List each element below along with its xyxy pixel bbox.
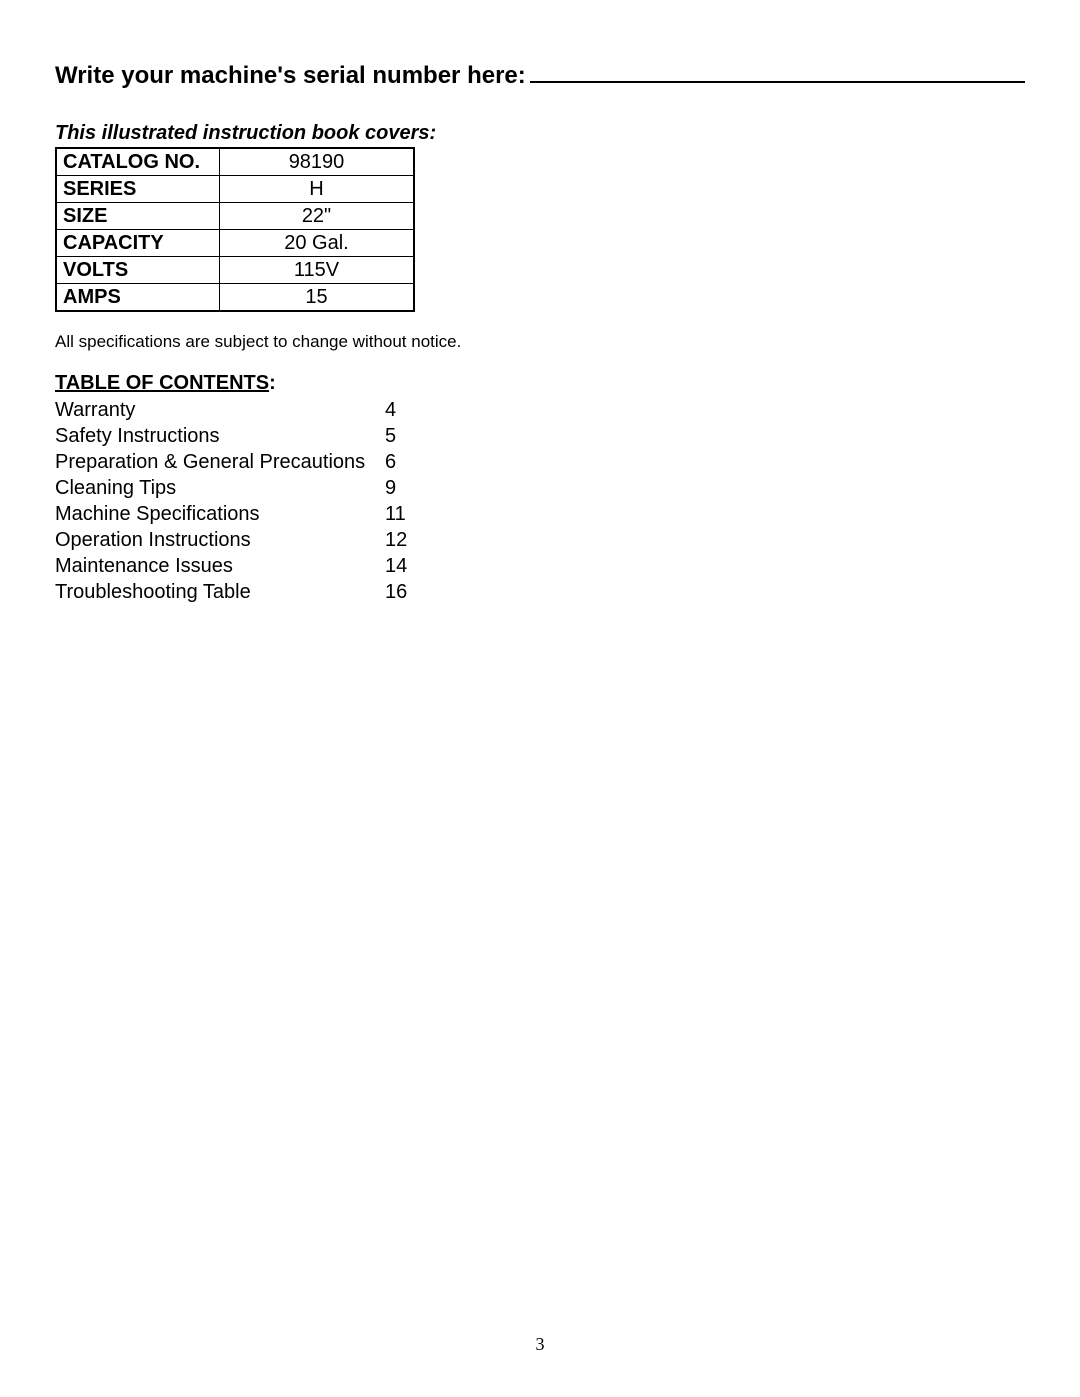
toc-item-page: 11 bbox=[385, 501, 435, 527]
spec-label: VOLTS bbox=[56, 257, 220, 284]
spec-label: CAPACITY bbox=[56, 230, 220, 257]
toc-item-title: Operation Instructions bbox=[55, 527, 385, 553]
toc-item: Safety Instructions 5 bbox=[55, 423, 435, 449]
spec-value: H bbox=[220, 176, 415, 203]
spec-label: SIZE bbox=[56, 203, 220, 230]
table-row: CATALOG NO. 98190 bbox=[56, 148, 414, 176]
table-of-contents: Warranty 4 Safety Instructions 5 Prepara… bbox=[55, 397, 1025, 605]
toc-item-title: Cleaning Tips bbox=[55, 475, 385, 501]
toc-item-title: Safety Instructions bbox=[55, 423, 385, 449]
toc-item: Cleaning Tips 9 bbox=[55, 475, 435, 501]
spec-label: CATALOG NO. bbox=[56, 148, 220, 176]
toc-item-page: 6 bbox=[385, 449, 435, 475]
toc-item-page: 4 bbox=[385, 397, 435, 423]
specifications-notice: All specifications are subject to change… bbox=[55, 332, 1025, 352]
toc-item: Troubleshooting Table 16 bbox=[55, 579, 435, 605]
spec-label: AMPS bbox=[56, 284, 220, 312]
toc-item-title: Warranty bbox=[55, 397, 385, 423]
spec-value: 115V bbox=[220, 257, 415, 284]
spec-table: CATALOG NO. 98190 SERIES H SIZE 22" CAPA… bbox=[55, 147, 415, 312]
toc-item: Warranty 4 bbox=[55, 397, 435, 423]
covers-title: This illustrated instruction book covers… bbox=[55, 122, 1025, 145]
toc-item-page: 14 bbox=[385, 553, 435, 579]
toc-item: Operation Instructions 12 bbox=[55, 527, 435, 553]
toc-item: Machine Specifications 11 bbox=[55, 501, 435, 527]
table-row: CAPACITY 20 Gal. bbox=[56, 230, 414, 257]
toc-item: Maintenance Issues 14 bbox=[55, 553, 435, 579]
table-row: SERIES H bbox=[56, 176, 414, 203]
table-row: VOLTS 115V bbox=[56, 257, 414, 284]
document-page: Write your machine's serial number here:… bbox=[0, 0, 1080, 1397]
toc-item-page: 16 bbox=[385, 579, 435, 605]
toc-item-title: Maintenance Issues bbox=[55, 553, 385, 579]
toc-item: Preparation & General Precautions 6 bbox=[55, 449, 435, 475]
toc-item-page: 9 bbox=[385, 475, 435, 501]
spec-label: SERIES bbox=[56, 176, 220, 203]
table-row: SIZE 22" bbox=[56, 203, 414, 230]
table-row: AMPS 15 bbox=[56, 284, 414, 312]
toc-heading: TABLE OF CONTENTS: bbox=[55, 372, 1025, 395]
serial-number-blank bbox=[530, 55, 1025, 83]
serial-number-label: Write your machine's serial number here: bbox=[55, 62, 526, 90]
toc-item-title: Machine Specifications bbox=[55, 501, 385, 527]
toc-item-page: 5 bbox=[385, 423, 435, 449]
toc-heading-suffix: : bbox=[269, 372, 276, 394]
spec-value: 20 Gal. bbox=[220, 230, 415, 257]
spec-value: 15 bbox=[220, 284, 415, 312]
spec-value: 22" bbox=[220, 203, 415, 230]
toc-item-title: Preparation & General Precautions bbox=[55, 449, 385, 475]
toc-item-title: Troubleshooting Table bbox=[55, 579, 385, 605]
page-number: 3 bbox=[0, 1334, 1080, 1355]
toc-heading-text: TABLE OF CONTENTS bbox=[55, 372, 269, 394]
serial-number-line: Write your machine's serial number here: bbox=[55, 55, 1025, 90]
spec-value: 98190 bbox=[220, 148, 415, 176]
toc-item-page: 12 bbox=[385, 527, 435, 553]
